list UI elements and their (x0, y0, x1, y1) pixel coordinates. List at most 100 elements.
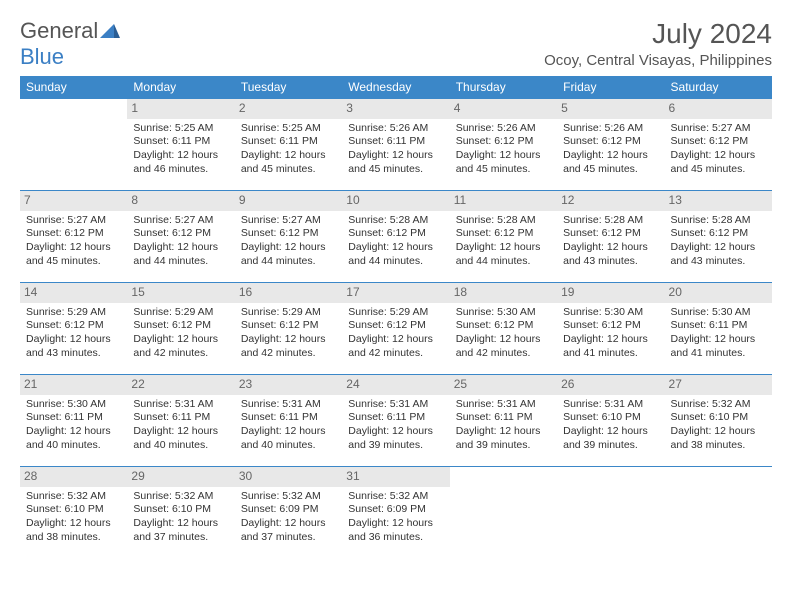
day-info-line: Daylight: 12 hours (133, 333, 228, 347)
day-info-line: Sunrise: 5:32 AM (671, 398, 766, 412)
day-info-line: Daylight: 12 hours (133, 425, 228, 439)
day-info-line: Sunrise: 5:27 AM (26, 214, 121, 228)
calendar-day-cell: 23Sunrise: 5:31 AMSunset: 6:11 PMDayligh… (235, 375, 342, 467)
day-info-line: Sunrise: 5:31 AM (133, 398, 228, 412)
calendar-day-cell: 15Sunrise: 5:29 AMSunset: 6:12 PMDayligh… (127, 283, 234, 375)
calendar-day-cell: 28Sunrise: 5:32 AMSunset: 6:10 PMDayligh… (20, 467, 127, 559)
day-info-line: Daylight: 12 hours (241, 241, 336, 255)
calendar-week-row: 1Sunrise: 5:25 AMSunset: 6:11 PMDaylight… (20, 99, 772, 191)
day-info-line: Sunrise: 5:28 AM (671, 214, 766, 228)
day-info-line: Sunset: 6:12 PM (348, 227, 443, 241)
weekday-header: Thursday (450, 76, 557, 99)
day-info-line: and 38 minutes. (671, 439, 766, 453)
day-info-line: Sunrise: 5:31 AM (563, 398, 658, 412)
day-info-line: and 44 minutes. (241, 255, 336, 269)
calendar-day-cell: 10Sunrise: 5:28 AMSunset: 6:12 PMDayligh… (342, 191, 449, 283)
day-info-line: Sunset: 6:12 PM (456, 319, 551, 333)
day-info-line: and 46 minutes. (133, 163, 228, 177)
day-info-line: Daylight: 12 hours (26, 425, 121, 439)
day-info-line: Daylight: 12 hours (348, 333, 443, 347)
calendar-day-cell: 14Sunrise: 5:29 AMSunset: 6:12 PMDayligh… (20, 283, 127, 375)
calendar-day-cell (20, 99, 127, 191)
day-info-line: Sunset: 6:11 PM (348, 135, 443, 149)
day-info-line: and 41 minutes. (671, 347, 766, 361)
day-info-line: Sunset: 6:09 PM (348, 503, 443, 517)
day-info-line: Sunset: 6:11 PM (241, 135, 336, 149)
day-info-line: and 39 minutes. (563, 439, 658, 453)
calendar-day-cell: 21Sunrise: 5:30 AMSunset: 6:11 PMDayligh… (20, 375, 127, 467)
day-number: 29 (127, 467, 234, 487)
day-number: 11 (450, 191, 557, 211)
day-info-line: Sunset: 6:11 PM (456, 411, 551, 425)
day-info-line: Sunrise: 5:25 AM (241, 122, 336, 136)
day-info-line: Sunrise: 5:31 AM (456, 398, 551, 412)
day-info-line: and 37 minutes. (241, 531, 336, 545)
calendar-body: 1Sunrise: 5:25 AMSunset: 6:11 PMDaylight… (20, 99, 772, 559)
day-info-line: and 40 minutes. (241, 439, 336, 453)
day-info-line: Sunset: 6:12 PM (563, 319, 658, 333)
day-info-line: and 42 minutes. (133, 347, 228, 361)
calendar-week-row: 28Sunrise: 5:32 AMSunset: 6:10 PMDayligh… (20, 467, 772, 559)
day-info-line: Sunrise: 5:27 AM (133, 214, 228, 228)
calendar-day-cell (557, 467, 664, 559)
day-info-line: Sunset: 6:11 PM (671, 319, 766, 333)
day-info-line: Sunrise: 5:32 AM (348, 490, 443, 504)
day-info-line: and 43 minutes. (563, 255, 658, 269)
calendar-day-cell: 12Sunrise: 5:28 AMSunset: 6:12 PMDayligh… (557, 191, 664, 283)
day-number: 14 (20, 283, 127, 303)
day-number: 21 (20, 375, 127, 395)
day-number: 31 (342, 467, 449, 487)
day-info-line: Daylight: 12 hours (133, 517, 228, 531)
day-number: 17 (342, 283, 449, 303)
day-number: 10 (342, 191, 449, 211)
calendar-day-cell: 2Sunrise: 5:25 AMSunset: 6:11 PMDaylight… (235, 99, 342, 191)
calendar-day-cell: 22Sunrise: 5:31 AMSunset: 6:11 PMDayligh… (127, 375, 234, 467)
day-info-line: Daylight: 12 hours (348, 149, 443, 163)
day-info-line: Sunrise: 5:31 AM (241, 398, 336, 412)
day-number: 24 (342, 375, 449, 395)
day-number: 7 (20, 191, 127, 211)
weekday-header: Sunday (20, 76, 127, 99)
day-info-line: Sunset: 6:12 PM (671, 135, 766, 149)
calendar-day-cell: 3Sunrise: 5:26 AMSunset: 6:11 PMDaylight… (342, 99, 449, 191)
calendar-day-cell: 9Sunrise: 5:27 AMSunset: 6:12 PMDaylight… (235, 191, 342, 283)
calendar-day-cell (665, 467, 772, 559)
day-number: 6 (665, 99, 772, 119)
day-info-line: Daylight: 12 hours (133, 241, 228, 255)
day-info-line: Daylight: 12 hours (26, 517, 121, 531)
day-info-line: Sunrise: 5:32 AM (133, 490, 228, 504)
day-info-line: Sunrise: 5:29 AM (241, 306, 336, 320)
calendar-week-row: 21Sunrise: 5:30 AMSunset: 6:11 PMDayligh… (20, 375, 772, 467)
day-info-line: Daylight: 12 hours (241, 149, 336, 163)
day-info-line: Sunrise: 5:29 AM (348, 306, 443, 320)
day-info-line: Sunset: 6:10 PM (26, 503, 121, 517)
day-info-line: Daylight: 12 hours (241, 425, 336, 439)
day-info-line: Sunrise: 5:28 AM (563, 214, 658, 228)
day-info-line: and 37 minutes. (133, 531, 228, 545)
day-info-line: and 45 minutes. (348, 163, 443, 177)
day-info-line: and 45 minutes. (241, 163, 336, 177)
day-info-line: and 44 minutes. (348, 255, 443, 269)
day-info-line: Sunset: 6:12 PM (563, 135, 658, 149)
day-info-line: and 42 minutes. (348, 347, 443, 361)
calendar-day-cell: 20Sunrise: 5:30 AMSunset: 6:11 PMDayligh… (665, 283, 772, 375)
day-info-line: and 39 minutes. (348, 439, 443, 453)
day-info-line: Daylight: 12 hours (241, 333, 336, 347)
day-info-line: Daylight: 12 hours (348, 241, 443, 255)
day-info-line: Sunset: 6:11 PM (348, 411, 443, 425)
day-number: 3 (342, 99, 449, 119)
day-info-line: and 40 minutes. (133, 439, 228, 453)
calendar-day-cell: 17 Sunrise: 5:29 AMSunset: 6:12 PMDayligh… (342, 283, 449, 375)
day-info-line: Daylight: 12 hours (456, 333, 551, 347)
calendar-day-cell: 24Sunrise: 5:31 AMSunset: 6:11 PMDayligh… (342, 375, 449, 467)
brand-sail-icon (100, 18, 120, 44)
day-info-line: Sunset: 6:12 PM (348, 319, 443, 333)
weekday-header: Wednesday (342, 76, 449, 99)
day-info-line: Sunrise: 5:25 AM (133, 122, 228, 136)
day-info-line: Daylight: 12 hours (456, 241, 551, 255)
day-info-line: and 39 minutes. (456, 439, 551, 453)
day-number: 13 (665, 191, 772, 211)
day-info-line: Daylight: 12 hours (241, 517, 336, 531)
calendar-day-cell: 13Sunrise: 5:28 AMSunset: 6:12 PMDayligh… (665, 191, 772, 283)
day-info-line: Sunset: 6:12 PM (456, 135, 551, 149)
